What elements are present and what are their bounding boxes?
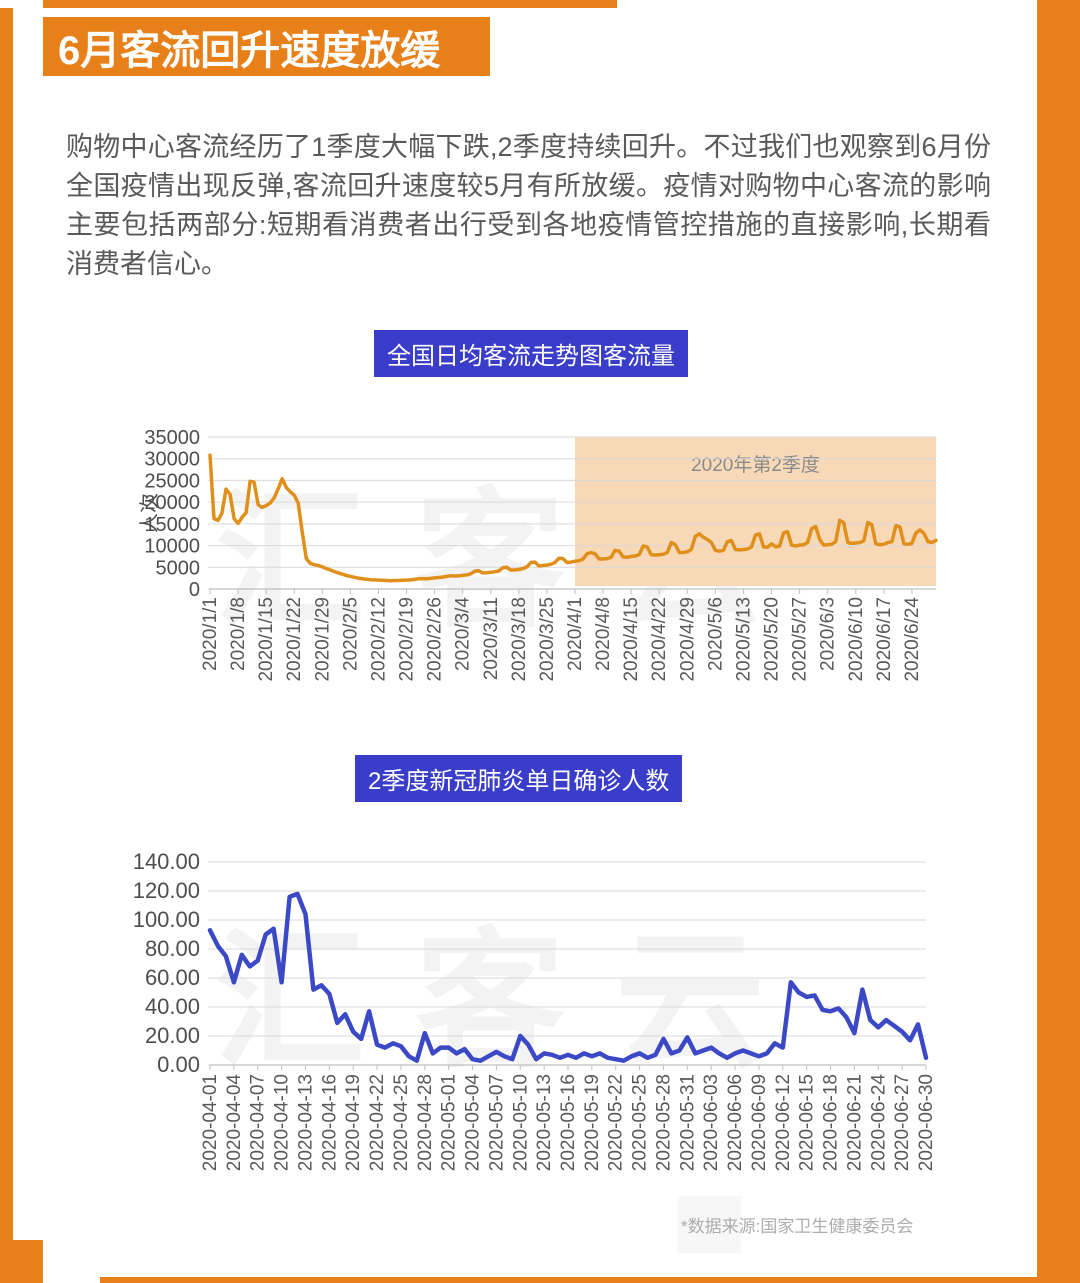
x-tick-label: 2020/4/22 [649,597,670,682]
y-tick-label: 100.00 [133,907,200,932]
passenger-flow-line-chart: 2020年第2季度 0500010000150002000025000300003… [138,427,938,682]
x-tick-label: 2020-05-13 [534,1074,555,1171]
y-tick-label: 140.00 [133,849,200,874]
y-tick-label: 15000 [144,514,200,536]
chart1-title: 全国日均客流走势图客流量 [387,343,675,370]
y-tick-label: 25000 [144,470,200,492]
x-tick-label: 2020/3/4 [453,597,474,671]
x-tick-label: 2020/4/1 [565,597,586,671]
x-tick-label: 2020-05-19 [582,1074,603,1171]
x-tick-label: 2020-04-28 [415,1074,436,1171]
x-tick-label: 2020-05-22 [606,1074,627,1171]
x-tick-label: 2020-06-12 [773,1074,794,1171]
x-tick-label: 2020-06-24 [868,1074,889,1172]
data-series-line [207,891,929,1063]
watermark-block [677,1196,741,1253]
x-tick-label: 2020/2/19 [397,597,418,682]
page-title: 6月客流回升速度放缓 [58,28,441,73]
x-tick-label: 2020-04-16 [319,1074,340,1171]
x-tick-label: 2020-04-22 [367,1074,388,1171]
x-tick-label: 2020/1/1 [200,597,221,671]
data-source-note: *数据来源:国家卫生健康委员会 [681,1217,914,1236]
x-tick-label: 2020-06-18 [821,1074,842,1171]
x-tick-label: 2020/6/10 [846,597,867,682]
x-tick-label: 2020-04-07 [248,1074,269,1171]
x-tick-label: 2020/6/3 [818,597,839,671]
x-tick-label: 2020-06-06 [725,1074,746,1171]
x-tick-label: 2020/2/5 [340,597,361,671]
x-tick-label: 2020-04-19 [343,1074,364,1171]
x-tick-label: 2020-05-31 [677,1074,698,1171]
x-tick-label: 2020-06-15 [797,1074,818,1171]
y-tick-label: 20000 [144,492,200,514]
y-tick-label: 60.00 [145,965,200,990]
chart1-title-chip: 全国日均客流走势图客流量 [374,330,688,377]
page-title-banner: 6月客流回升速度放缓 [43,17,490,76]
x-tick-label: 2020/3/11 [481,597,502,680]
x-tick-label: 2020-05-04 [463,1074,484,1172]
frame-top-border [43,0,617,8]
q2-highlight-band [575,437,936,586]
q2-highlight-label: 2020年第2季度 [691,454,820,476]
x-tick-label: 2020-05-25 [630,1074,651,1171]
y-tick-label: 5000 [156,557,201,579]
x-tick-label: 2020/5/6 [705,597,726,671]
chart2-title: 2季度新冠肺炎单日确诊人数 [368,768,670,795]
frame-right-border [1037,0,1080,1283]
x-tick-label: 2020-05-28 [653,1074,674,1171]
x-tick-label: 2020/2/26 [425,597,446,682]
x-tick-label: 2020/5/20 [762,597,783,682]
y-tick-label: 80.00 [145,936,200,961]
x-tick-label: 2020/1/8 [228,597,249,671]
x-tick-label: 2020-05-10 [510,1074,531,1171]
y-tick-label: 0 [189,579,200,601]
data-series-line [208,453,938,583]
intro-paragraph: 购物中心客流经历了1季度大幅下跌,2季度持续回升。不过我们也观察到6月份全国疫情… [66,132,991,279]
x-tick-label: 2020/4/15 [621,597,642,682]
y-tick-label: 40.00 [145,994,200,1019]
y-tick-label: 10000 [144,536,200,558]
y-tick-label: 120.00 [133,878,200,903]
x-tick-label: 2020-04-25 [391,1074,412,1171]
chart2-title-chip: 2季度新冠肺炎单日确诊人数 [355,755,683,802]
frame-bottom-border [100,1277,1037,1283]
covid-cases-line-chart: 0.00 20.00 40.00 60.00 80.00 100.00 120.00 140.… [133,849,937,1172]
x-tick-label: 2020-06-30 [916,1074,937,1171]
x-tick-label: 2020/1/15 [256,597,277,682]
x-tick-label: 2020/4/8 [593,597,614,671]
x-tick-label: 2020-06-09 [749,1074,770,1171]
x-tick-label: 2020-05-16 [558,1074,579,1171]
y-tick-label: 20.00 [145,1023,200,1048]
x-tick-label: 2020/6/24 [902,597,923,682]
x-tick-label: 2020/1/29 [312,597,333,682]
frame-left-border [0,8,13,1240]
x-tick-label: 2020-04-04 [224,1074,245,1172]
x-tick-label: 2020-06-27 [892,1074,913,1171]
x-tick-label: 2020-04-10 [272,1074,293,1171]
x-tick-label: 2020-04-01 [200,1074,221,1171]
frame-left-bottom-corner [0,1240,43,1283]
x-tick-label: 2020/5/13 [733,597,754,682]
x-tick-label: 2020/2/12 [368,597,389,682]
x-tick-label: 2020/6/17 [874,597,895,682]
x-tick-label: 2020-04-13 [295,1074,316,1171]
x-tick-label: 2020/3/18 [509,597,530,682]
y-tick-label: 30000 [144,449,200,471]
x-tick-label: 2020/1/22 [284,597,305,682]
y-tick-label: 35000 [144,427,200,449]
x-tick-label: 2020-05-07 [486,1074,507,1171]
x-tick-label: 2020-06-03 [701,1074,722,1171]
y-tick-label: 0.00 [157,1052,200,1077]
x-tick-label: 2020-05-01 [439,1074,460,1171]
x-tick-label: 2020/5/27 [790,597,811,682]
x-tick-label: 2020/3/25 [537,597,558,682]
x-tick-label: 2020-06-21 [844,1074,865,1171]
y-axis-title: 人次 [138,493,161,533]
x-tick-label: 2020/4/29 [677,597,698,682]
